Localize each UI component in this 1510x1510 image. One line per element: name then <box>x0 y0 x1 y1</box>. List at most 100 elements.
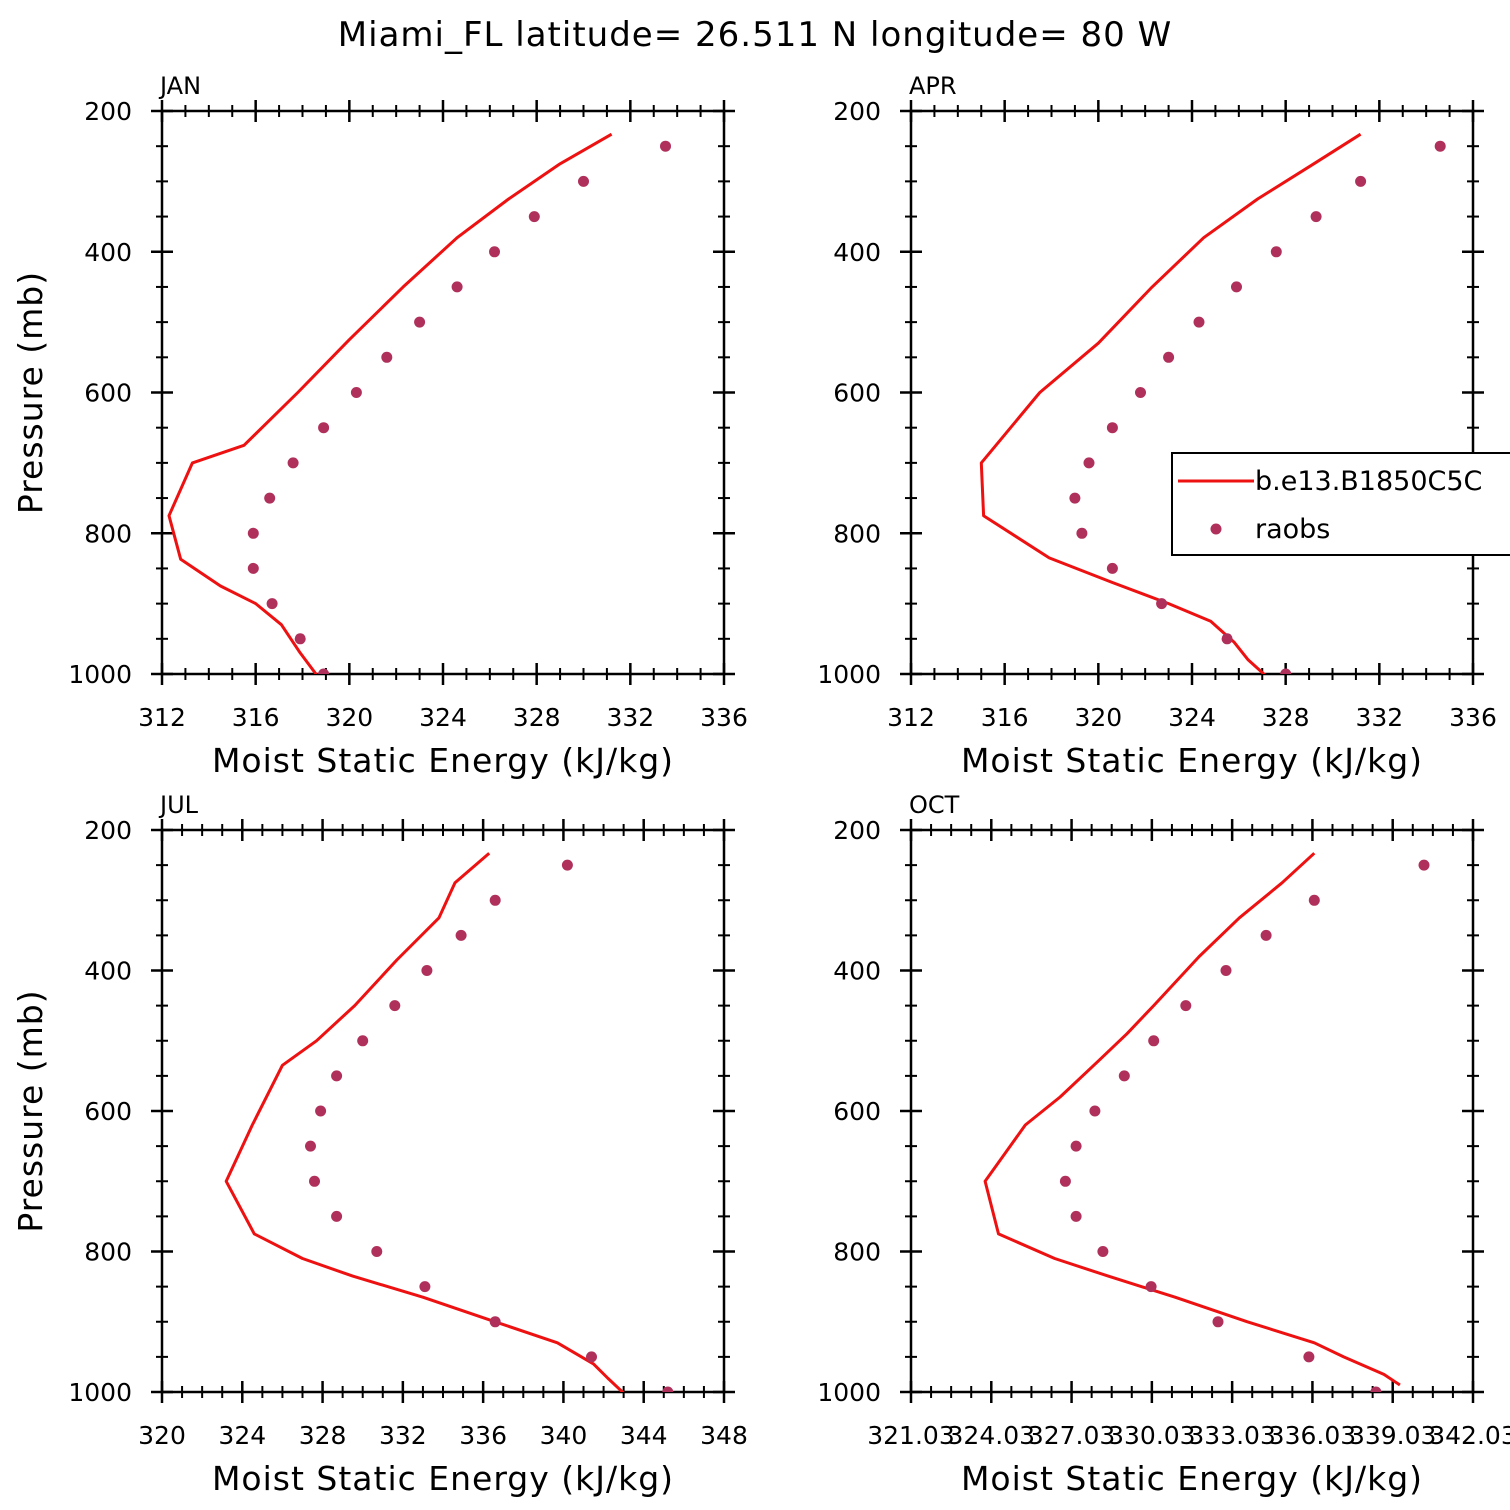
y-tick-label: 200 <box>833 97 881 126</box>
obs-point <box>331 1070 343 1082</box>
obs-point <box>1070 1140 1082 1152</box>
legend-marker-swatch <box>1210 523 1222 535</box>
x-tick-label: 320 <box>1074 703 1122 732</box>
y-tick-label: 600 <box>833 1097 881 1126</box>
legend: b.e13.B1850C5C raobs <box>1171 452 1510 556</box>
obs-point <box>294 633 306 645</box>
panel-jul: 320 324 328 332 336 340 344 348 200 400 600 800 1000… <box>11 791 748 1498</box>
obs-point <box>1418 859 1430 871</box>
x-tick-label: 324 <box>1168 703 1216 732</box>
obs-point <box>1106 422 1118 434</box>
x-tick-label: 316 <box>981 703 1029 732</box>
y-tick-label: 600 <box>84 379 132 408</box>
x-tick-label: 316 <box>232 703 280 732</box>
y-tick-label: 400 <box>833 957 881 986</box>
obs-point <box>1069 492 1081 504</box>
x-tick-label: 321.03 <box>867 1421 954 1450</box>
obs-point <box>1355 175 1367 187</box>
x-tick-label: 332 <box>1355 703 1403 732</box>
x-tick-label: 336.03 <box>1269 1421 1356 1450</box>
y-tick-label: 400 <box>833 238 881 267</box>
obs-point <box>1163 351 1175 363</box>
model-line <box>979 132 1362 674</box>
obs-point <box>264 492 276 504</box>
obs-point <box>1303 1351 1315 1363</box>
obs-point <box>586 1351 597 1363</box>
x-tick-label: 339.03 <box>1349 1421 1436 1450</box>
x-tick-label: 324 <box>419 703 467 732</box>
obs-point <box>1156 598 1168 610</box>
obs-point <box>578 175 589 187</box>
obs-point <box>528 211 540 223</box>
obs-point <box>1370 1386 1382 1392</box>
plot-frame <box>909 109 1475 676</box>
y-axis-label: Pressure (mb) <box>11 989 50 1232</box>
obs-point <box>1260 929 1272 941</box>
x-tick-label: 336 <box>700 703 748 732</box>
x-axis-label: Moist Static Energy (kJ/kg) <box>961 1459 1423 1498</box>
obs-point <box>350 387 362 398</box>
obs-point <box>318 668 330 674</box>
y-tick-label: 600 <box>833 379 881 408</box>
obs-point <box>357 1035 369 1047</box>
x-tick-label: 324 <box>218 1421 266 1450</box>
obs-point <box>489 246 500 258</box>
legend-entry-raobs: raobs <box>1255 514 1330 545</box>
obs-point <box>1212 1316 1224 1328</box>
y-tick-label: 1000 <box>68 660 132 689</box>
plot-frame <box>160 828 726 1394</box>
x-tick-label: 336 <box>1449 703 1497 732</box>
panel-jan: 312 316 320 324 328 332 336 200 400 600 800 1000 JAN… <box>11 72 748 780</box>
x-tick-label: 328 <box>1262 703 1310 732</box>
y-tick-label: 800 <box>84 1238 132 1267</box>
obs-point <box>1106 562 1118 574</box>
obs-point <box>1310 211 1322 223</box>
obs-point <box>1180 1000 1192 1012</box>
x-tick-label: 344 <box>620 1421 668 1450</box>
y-tick-label: 800 <box>833 519 881 548</box>
plot-frame <box>909 828 1475 1394</box>
obs-point <box>1097 1246 1109 1257</box>
obs-point <box>489 894 501 906</box>
obs-point <box>1221 633 1233 645</box>
panel-label: JUL <box>158 791 199 819</box>
y-tick-label: 1000 <box>68 1378 132 1407</box>
y-tick-label: 600 <box>84 1097 132 1126</box>
obs-point <box>1076 527 1088 539</box>
panel-label: JAN <box>158 72 201 100</box>
obs-point <box>309 1175 320 1187</box>
obs-point <box>489 1316 501 1328</box>
obs-point <box>1270 246 1282 258</box>
obs-point <box>381 351 393 363</box>
plot-area <box>979 132 1446 674</box>
legend-entry-model: b.e13.B1850C5C <box>1255 466 1482 497</box>
x-tick-label: 332 <box>606 703 654 732</box>
y-tick-label: 200 <box>833 816 881 845</box>
x-tick-label: 312 <box>887 703 935 732</box>
x-tick-label: 330.03 <box>1108 1421 1195 1450</box>
x-tick-label: 320 <box>325 703 373 732</box>
plot-frame <box>160 109 726 676</box>
obs-point <box>318 422 330 434</box>
figure-title: Miami_FL latitude= 26.511 N longitude= 8… <box>338 15 1172 55</box>
y-tick-label: 800 <box>84 519 132 548</box>
obs-point <box>1434 140 1446 152</box>
obs-point <box>1135 387 1146 398</box>
obs-point <box>331 1210 343 1222</box>
obs-point <box>371 1246 383 1257</box>
obs-point <box>305 1140 316 1152</box>
panel-apr: 312 316 320 324 328 332 336 200 400 600 800 1000 APR… <box>817 72 1510 780</box>
obs-point <box>1280 668 1292 674</box>
model-line <box>167 132 613 674</box>
obs-point <box>1193 316 1205 328</box>
plot-area <box>224 852 674 1392</box>
obs-point <box>561 859 573 871</box>
x-tick-label: 328 <box>299 1421 347 1450</box>
model-line <box>983 852 1401 1387</box>
obs-point <box>451 281 463 293</box>
obs-point <box>315 1105 327 1117</box>
plot-area <box>983 852 1430 1392</box>
y-tick-label: 1000 <box>817 660 881 689</box>
obs-point <box>1148 1035 1160 1047</box>
